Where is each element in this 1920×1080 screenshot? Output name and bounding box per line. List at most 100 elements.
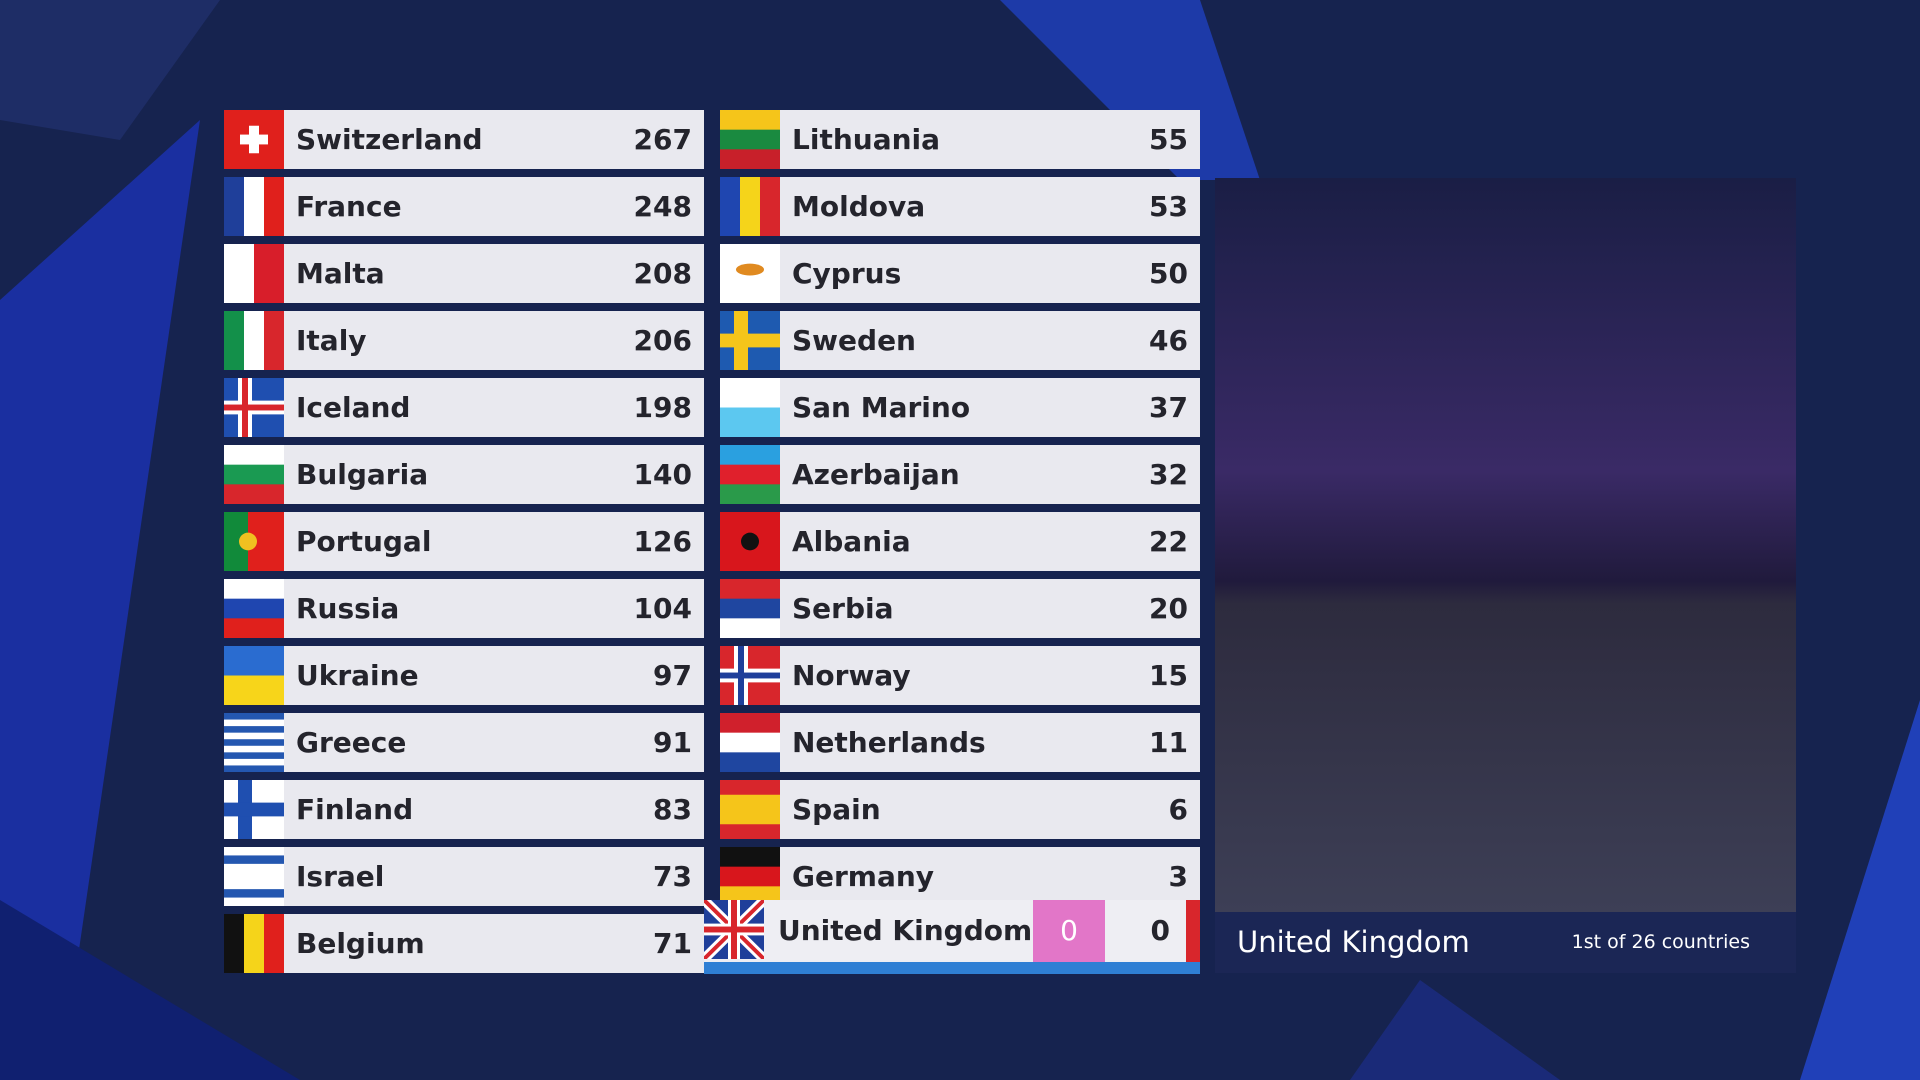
country-points: 83 <box>653 793 692 826</box>
flag-part <box>720 110 780 131</box>
flag-part <box>720 378 780 438</box>
flag-part <box>720 752 780 773</box>
flag-part <box>224 855 284 865</box>
video-feed <box>1215 178 1796 912</box>
flag-part <box>224 646 284 676</box>
flag <box>720 780 780 840</box>
bg-shape <box>1800 700 1920 1080</box>
flag <box>224 311 285 370</box>
flag-part <box>720 794 780 810</box>
flag-part <box>224 758 284 766</box>
flag-part <box>224 863 284 873</box>
country-points: 71 <box>653 927 692 960</box>
flag-part <box>720 129 780 150</box>
current-voter: United Kingdom 0 0 <box>700 896 1186 963</box>
flag-part <box>720 445 780 466</box>
flag-part <box>720 866 780 887</box>
flag <box>224 914 285 973</box>
flag <box>720 378 780 438</box>
flag <box>224 378 284 437</box>
score-row: Belgium 71 <box>224 914 704 973</box>
country-name: Germany <box>792 860 935 893</box>
flag-part <box>720 464 780 485</box>
country-points: 50 <box>1149 257 1188 290</box>
country-points: 22 <box>1149 525 1188 558</box>
country-points: 46 <box>1149 324 1188 357</box>
flag-part <box>741 532 759 551</box>
flag <box>224 244 285 303</box>
flag-part <box>224 739 284 747</box>
flag-part <box>720 824 780 840</box>
flag-part <box>224 484 284 505</box>
country-points: 3 <box>1168 860 1188 893</box>
score-row: Azerbaijan 32 <box>720 445 1200 505</box>
flag-part <box>720 780 780 840</box>
flag-part <box>224 244 255 303</box>
country-points: 53 <box>1149 190 1188 223</box>
flag <box>720 244 780 303</box>
flag-part <box>720 244 780 303</box>
country-points: 126 <box>633 525 692 558</box>
flag-part <box>224 311 245 370</box>
flag-part <box>224 177 285 236</box>
country-points: 206 <box>633 324 692 357</box>
country-points: 267 <box>633 123 692 156</box>
country-points: 6 <box>1168 793 1188 826</box>
flag-part <box>244 914 265 973</box>
score-row: Russia 104 <box>224 579 704 639</box>
country-name: Sweden <box>792 324 916 357</box>
flag-part <box>224 889 284 899</box>
country-points: 140 <box>633 458 692 491</box>
awarded-points: 0 <box>1033 900 1105 962</box>
score-row: Switzerland 267 <box>224 110 704 169</box>
score-row: Spain 6 <box>720 780 1200 840</box>
flag-part <box>240 134 268 145</box>
flag <box>224 110 284 169</box>
country-points: 91 <box>653 726 692 759</box>
flag-part <box>760 177 781 236</box>
flag-part <box>224 914 245 973</box>
score-row: Portugal 126 <box>224 512 704 571</box>
flag-part <box>224 719 284 727</box>
flag <box>720 579 780 639</box>
flag <box>224 177 285 236</box>
country-points: 97 <box>653 659 692 692</box>
flag <box>224 445 284 505</box>
flag-part <box>224 732 284 740</box>
flag-part <box>224 445 284 466</box>
score-row: Netherlands 11 <box>720 713 1200 773</box>
country-name: Spain <box>792 793 881 826</box>
score-row: Malta 208 <box>224 244 704 303</box>
flag-part <box>224 110 284 169</box>
flag <box>720 713 780 773</box>
score-row: Bulgaria 140 <box>224 445 704 505</box>
flag-part <box>224 618 284 639</box>
score-row: Israel 73 <box>224 847 704 907</box>
bg-shape <box>0 0 220 140</box>
score-row: Finland 83 <box>224 780 704 839</box>
country-name: Russia <box>296 592 400 625</box>
country-name: Italy <box>296 324 367 357</box>
flag-part <box>720 598 780 619</box>
flag-part <box>224 872 284 882</box>
score-row: Sweden 46 <box>720 311 1200 370</box>
score-row: Ukraine 97 <box>224 646 704 706</box>
score-row: Lithuania 55 <box>720 110 1200 170</box>
flag-part <box>720 809 780 825</box>
country-name: Moldova <box>792 190 926 223</box>
flag-part <box>239 532 257 551</box>
country-name: Albania <box>792 525 911 558</box>
flag-part <box>720 177 741 236</box>
country-name: Serbia <box>792 592 894 625</box>
caption-bar: United Kingdom 1st of 26 countries <box>1215 912 1796 973</box>
country-name: Switzerland <box>296 123 483 156</box>
country-points: 73 <box>653 860 692 893</box>
country-points: 208 <box>633 257 692 290</box>
flag-part <box>224 713 284 773</box>
country-name: San Marino <box>792 391 971 424</box>
flag-part <box>740 177 761 236</box>
score-row: Greece 91 <box>224 713 704 773</box>
flag-part <box>720 847 780 907</box>
flag-part <box>736 263 764 276</box>
